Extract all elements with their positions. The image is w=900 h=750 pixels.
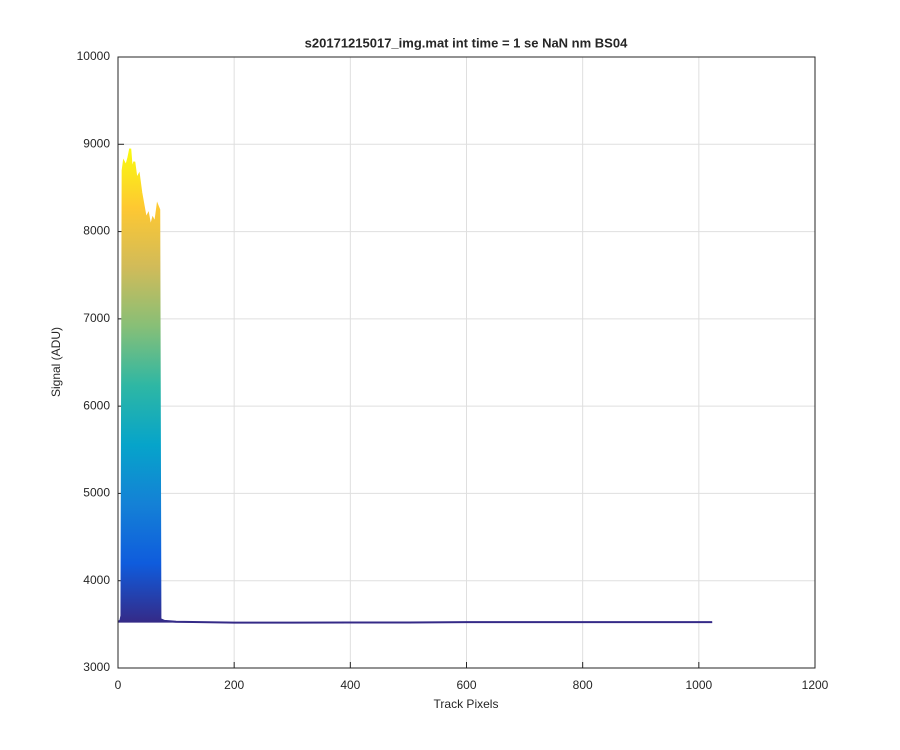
x-tick-label: 200: [224, 678, 244, 692]
x-tick-label: 1000: [685, 678, 712, 692]
x-tick-label: 0: [115, 678, 122, 692]
y-tick-label: 7000: [83, 311, 110, 325]
x-axis-label: Track Pixels: [434, 697, 499, 711]
y-tick-label: 4000: [83, 573, 110, 587]
y-tick-label: 10000: [77, 49, 111, 63]
y-tick-label: 6000: [83, 398, 110, 412]
axes-box: [117, 56, 816, 669]
y-tick-label: 9000: [83, 136, 110, 150]
x-tick-label: 1200: [802, 678, 829, 692]
signal-line: [117, 148, 713, 624]
x-tick-label: 800: [573, 678, 593, 692]
y-tick-label: 8000: [83, 224, 110, 238]
y-axis-label: Signal (ADU): [49, 327, 63, 397]
y-tick-label: 5000: [83, 486, 110, 500]
chart-title: s20171215017_img.mat int time = 1 se NaN…: [305, 35, 628, 50]
x-tick-label: 600: [456, 678, 476, 692]
x-tick-label: 400: [340, 678, 360, 692]
y-tick-label: 3000: [83, 660, 110, 674]
